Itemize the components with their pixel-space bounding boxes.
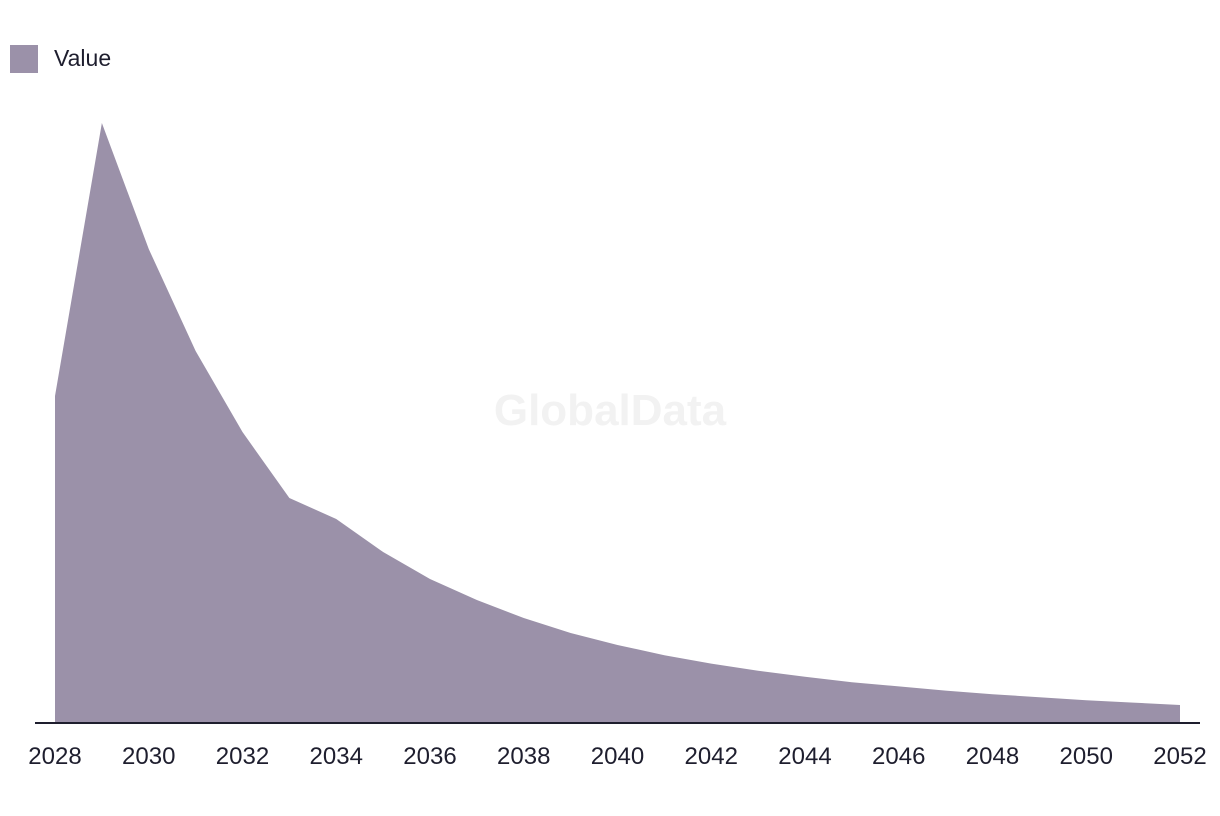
x-tick-label-2032: 2032 bbox=[216, 743, 269, 770]
plot-area bbox=[53, 121, 1182, 723]
data-point-2037 bbox=[475, 598, 479, 602]
x-tick-label-2028: 2028 bbox=[28, 743, 81, 770]
data-point-2039 bbox=[569, 631, 573, 635]
x-tick-label-2038: 2038 bbox=[497, 743, 550, 770]
x-tick-label-2042: 2042 bbox=[685, 743, 738, 770]
legend-label: Value bbox=[54, 45, 111, 71]
x-tick-label-2040: 2040 bbox=[591, 743, 644, 770]
data-point-2046 bbox=[897, 684, 901, 688]
data-point-2048 bbox=[991, 692, 995, 696]
x-tick-label-2052: 2052 bbox=[1153, 743, 1206, 770]
data-point-2051 bbox=[1131, 701, 1135, 705]
x-tick-label-2036: 2036 bbox=[403, 743, 456, 770]
data-point-2028 bbox=[53, 394, 57, 398]
watermark: GlobalData bbox=[494, 386, 727, 435]
data-point-2033 bbox=[287, 496, 291, 500]
x-tick-label-2034: 2034 bbox=[310, 743, 363, 770]
x-tick-label-2044: 2044 bbox=[778, 743, 831, 770]
data-point-2044 bbox=[803, 675, 807, 679]
x-tick-label-2046: 2046 bbox=[872, 743, 925, 770]
data-point-2029 bbox=[100, 121, 104, 125]
data-point-2035 bbox=[381, 550, 385, 554]
data-point-2041 bbox=[662, 653, 666, 657]
data-point-2049 bbox=[1037, 695, 1041, 699]
x-axis-ticks: 2028 2030 2032 2034 2036 2038 2040 2042 2044 2046… bbox=[28, 743, 1206, 770]
data-point-2040 bbox=[616, 643, 620, 647]
data-point-2052 bbox=[1178, 703, 1182, 707]
x-tick-label-2030: 2030 bbox=[122, 743, 175, 770]
data-point-2045 bbox=[850, 680, 854, 684]
data-point-2047 bbox=[944, 689, 948, 693]
legend: Value bbox=[10, 45, 111, 73]
data-point-2034 bbox=[334, 517, 338, 521]
data-point-2038 bbox=[522, 616, 526, 620]
legend-swatch bbox=[10, 45, 38, 73]
data-point-2032 bbox=[241, 430, 245, 434]
data-point-2030 bbox=[147, 247, 151, 251]
x-tick-label-2048: 2048 bbox=[966, 743, 1019, 770]
data-point-2050 bbox=[1084, 698, 1088, 702]
data-point-2043 bbox=[756, 669, 760, 673]
data-point-2031 bbox=[194, 349, 198, 353]
data-point-2042 bbox=[709, 662, 713, 666]
area-series-value bbox=[55, 123, 1180, 723]
data-point-2036 bbox=[428, 577, 432, 581]
x-tick-label-2050: 2050 bbox=[1060, 743, 1113, 770]
